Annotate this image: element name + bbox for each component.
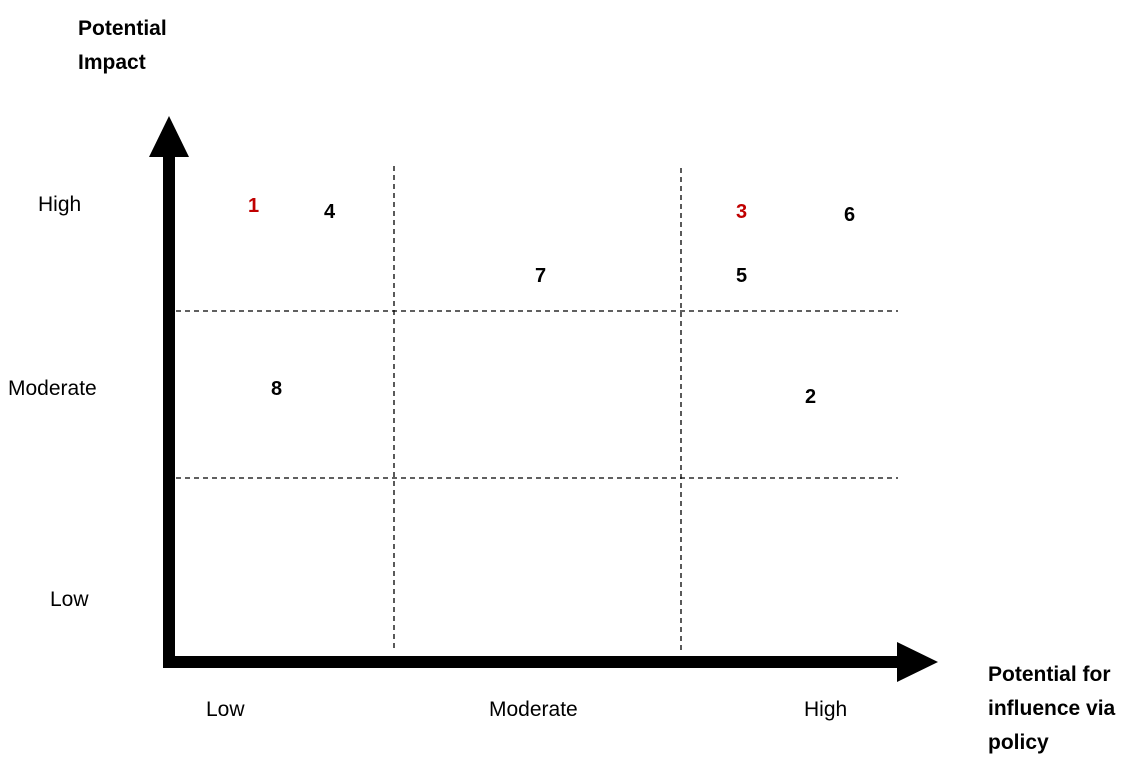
- y-axis-title-line-2: Impact: [78, 51, 146, 74]
- point-5: 5: [736, 265, 748, 287]
- y-axis-title-line-1: Potential: [78, 17, 167, 40]
- x-tick-low: Low: [206, 698, 245, 721]
- x-axis-title: Potential for influence via policy: [988, 658, 1146, 760]
- point-1: 1: [248, 195, 260, 217]
- point-8: 8: [271, 378, 283, 400]
- x-axis-arrowhead: [897, 642, 938, 682]
- x-axis-title-line-2: influence via: [988, 697, 1116, 720]
- x-tick-moderate: Moderate: [489, 698, 578, 721]
- x-tick-high: High: [804, 698, 848, 721]
- y-tick-moderate: Moderate: [8, 377, 97, 400]
- point-7: 7: [535, 265, 547, 287]
- point-4: 4: [324, 201, 336, 223]
- x-axis-title-line-1: Potential for: [988, 663, 1111, 686]
- point-6: 6: [844, 204, 856, 226]
- point-3: 3: [736, 201, 748, 223]
- y-tick-low: Low: [50, 588, 89, 611]
- point-2: 2: [805, 386, 817, 408]
- x-axis-line: [163, 656, 911, 668]
- y-axis-title: Potential Impact: [78, 12, 278, 80]
- y-tick-high: High: [38, 193, 82, 216]
- y-axis-line: [163, 150, 175, 668]
- matrix-diagram: [149, 116, 938, 682]
- y-axis-arrowhead: [149, 116, 189, 157]
